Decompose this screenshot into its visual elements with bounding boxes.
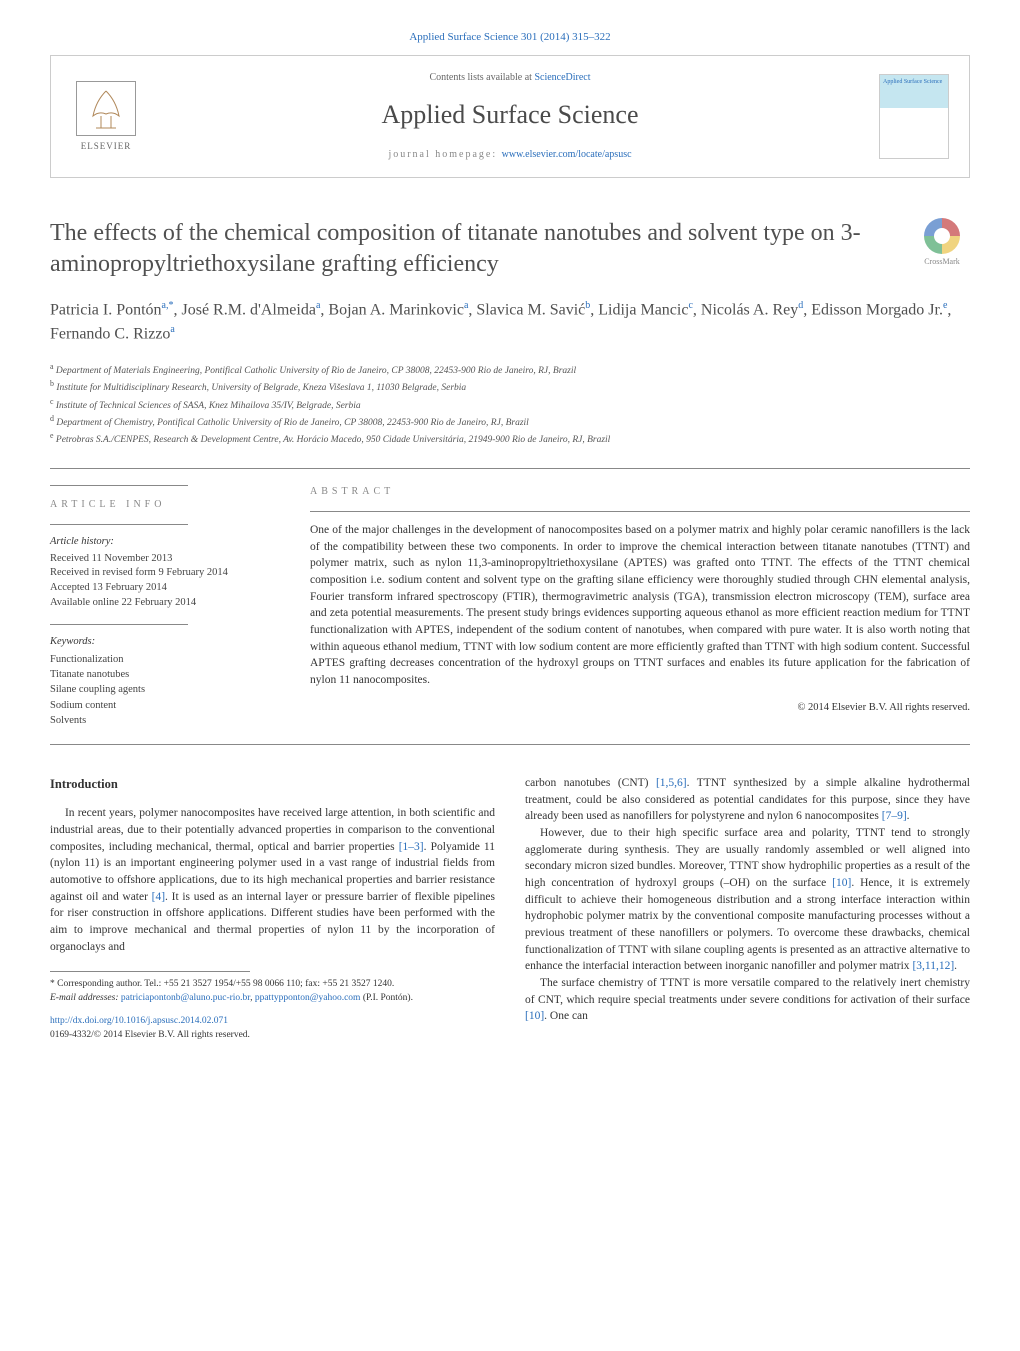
sciencedirect-link[interactable]: ScienceDirect: [534, 72, 590, 83]
divider: [50, 744, 970, 745]
divider: [310, 511, 970, 512]
article-info-heading: article info: [50, 498, 280, 512]
journal-title: Applied Surface Science: [161, 97, 859, 133]
article-history: Received 11 November 2013Received in rev…: [50, 552, 280, 611]
meta-abstract-row: article info Article history: Received 1…: [50, 469, 970, 744]
introduction-heading: Introduction: [50, 775, 495, 793]
journal-cover-thumbnail: Applied Surface Science: [879, 74, 949, 159]
contents-prefix: Contents lists available at: [429, 72, 534, 83]
footnotes: * Corresponding author. Tel.: +55 21 352…: [50, 978, 495, 1005]
paper-title: The effects of the chemical composition …: [50, 218, 894, 280]
history-label: Article history:: [50, 535, 280, 550]
abstract-copyright: © 2014 Elsevier B.V. All rights reserved…: [310, 701, 970, 716]
publisher-name: ELSEVIER: [81, 140, 132, 153]
divider: [50, 524, 188, 525]
banner-center: Contents lists available at ScienceDirec…: [161, 71, 859, 161]
body-para-1: In recent years, polymer nanocomposites …: [50, 805, 495, 955]
authors-list: Patricia I. Pontóna,*, José R.M. d'Almei…: [50, 298, 970, 347]
crossmark-label: CrossMark: [924, 256, 960, 267]
email-suffix: (P.I. Pontón).: [360, 993, 413, 1003]
article-info-column: article info Article history: Received 1…: [50, 485, 280, 728]
body-text: Introduction In recent years, polymer na…: [50, 775, 970, 1042]
email-link-2[interactable]: ppattypponton@yahoo.com: [255, 993, 361, 1003]
journal-header-banner: ELSEVIER Contents lists available at Sci…: [50, 55, 970, 177]
body-para-3: However, due to their high specific surf…: [525, 825, 970, 975]
corresponding-author: * Corresponding author. Tel.: +55 21 352…: [50, 978, 495, 991]
email-label: E-mail addresses:: [50, 993, 121, 1003]
email-line: E-mail addresses: patriciapontonb@aluno.…: [50, 992, 495, 1005]
journal-reference: Applied Surface Science 301 (2014) 315–3…: [50, 30, 970, 45]
doi-block: http://dx.doi.org/10.1016/j.apsusc.2014.…: [50, 1015, 495, 1043]
keywords-label: Keywords:: [50, 635, 280, 650]
footnote-separator: [50, 971, 250, 972]
keywords-list: FunctionalizationTitanate nanotubesSilan…: [50, 652, 280, 728]
homepage-link[interactable]: www.elsevier.com/locate/apsusc: [502, 149, 632, 160]
issn-copyright: 0169-4332/© 2014 Elsevier B.V. All right…: [50, 1030, 250, 1040]
contents-available-line: Contents lists available at ScienceDirec…: [161, 71, 859, 85]
crossmark-icon: [924, 218, 960, 254]
abstract-text: One of the major challenges in the devel…: [310, 522, 970, 689]
elsevier-logo: ELSEVIER: [71, 77, 141, 157]
homepage-line: journal homepage: www.elsevier.com/locat…: [161, 148, 859, 162]
body-para-4: The surface chemistry of TTNT is more ve…: [525, 975, 970, 1025]
crossmark-badge[interactable]: CrossMark: [914, 218, 970, 274]
doi-link[interactable]: http://dx.doi.org/10.1016/j.apsusc.2014.…: [50, 1016, 228, 1026]
homepage-prefix: journal homepage:: [388, 149, 501, 160]
affiliations-list: a Department of Materials Engineering, P…: [50, 361, 970, 448]
abstract-heading: abstract: [310, 485, 970, 499]
abstract-column: abstract One of the major challenges in …: [310, 485, 970, 728]
elsevier-tree-icon: [76, 81, 136, 136]
email-link-1[interactable]: patriciapontonb@aluno.puc-rio.br: [121, 993, 250, 1003]
divider: [50, 485, 188, 486]
divider: [50, 624, 188, 625]
body-para-2: carbon nanotubes (CNT) [1,5,6]. TTNT syn…: [525, 775, 970, 825]
